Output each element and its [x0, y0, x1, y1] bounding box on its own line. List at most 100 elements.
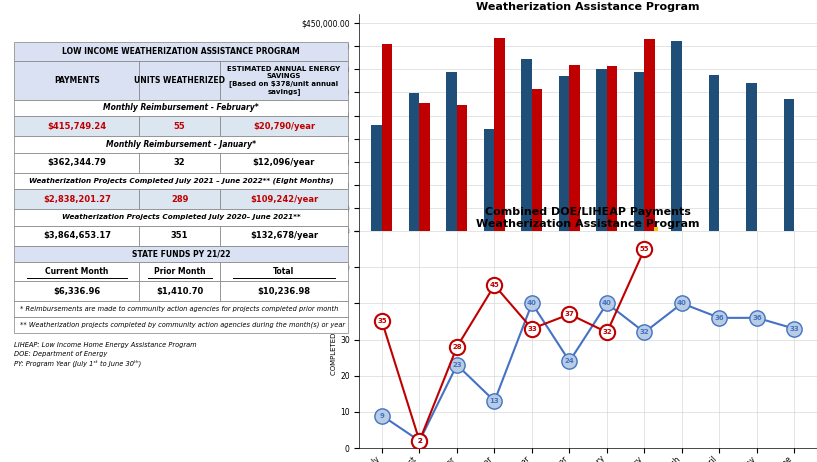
- Bar: [457, 105, 467, 231]
- Text: 289: 289: [171, 195, 188, 204]
- Bar: [220, 189, 348, 209]
- Bar: [220, 281, 348, 301]
- Bar: [446, 72, 457, 231]
- Bar: [634, 72, 645, 231]
- Bar: [409, 93, 419, 231]
- Text: * Reimbursements are made to community action agencies for projects completed pr: * Reimbursements are made to community a…: [20, 306, 338, 312]
- Text: 32: 32: [602, 329, 612, 335]
- Text: Prior Month: Prior Month: [154, 267, 205, 276]
- Text: $6,336.96: $6,336.96: [53, 287, 100, 296]
- Text: Weatherization Projects Completed July 2020– June 2021**: Weatherization Projects Completed July 2…: [62, 214, 301, 220]
- Bar: [14, 153, 140, 173]
- Text: $362,344.79: $362,344.79: [47, 158, 106, 167]
- Bar: [645, 39, 655, 231]
- Bar: [14, 281, 140, 301]
- Text: 45: 45: [489, 282, 499, 288]
- Bar: [220, 116, 348, 136]
- Bar: [140, 189, 220, 209]
- Text: Weatherization Projects Completed July 2021 – June 2022** (Eight Months): Weatherization Projects Completed July 2…: [29, 177, 333, 184]
- Bar: [784, 99, 794, 231]
- Text: 55: 55: [174, 122, 185, 131]
- Bar: [14, 61, 140, 100]
- Bar: [14, 173, 348, 189]
- Text: 2: 2: [417, 438, 422, 444]
- Bar: [14, 301, 348, 317]
- Text: 2: 2: [417, 438, 422, 444]
- Text: 9: 9: [380, 413, 385, 419]
- Text: ESTIMATED ANNUAL ENERGY
SAVINGS
[Based on $378/unit annual
savings]: ESTIMATED ANNUAL ENERGY SAVINGS [Based o…: [227, 66, 341, 95]
- Bar: [709, 75, 720, 231]
- Bar: [220, 225, 348, 246]
- Text: UNITS WEATHERIZED: UNITS WEATHERIZED: [134, 76, 225, 85]
- Text: 55: 55: [640, 246, 650, 252]
- Bar: [419, 103, 430, 231]
- Bar: [494, 38, 505, 231]
- Text: $2,838,201.27: $2,838,201.27: [43, 195, 111, 204]
- Text: Current Month: Current Month: [45, 267, 109, 276]
- Y-axis label: COMPLETED HOMES: COMPLETED HOMES: [331, 304, 337, 375]
- Bar: [596, 69, 607, 231]
- Text: 32: 32: [640, 329, 650, 335]
- Bar: [140, 262, 220, 281]
- Text: PAYMENTS: PAYMENTS: [54, 76, 100, 85]
- Bar: [672, 41, 682, 231]
- Bar: [14, 100, 348, 116]
- Bar: [382, 44, 392, 231]
- Bar: [140, 116, 220, 136]
- Text: 35: 35: [377, 318, 386, 324]
- Text: $20,790/year: $20,790/year: [253, 122, 315, 131]
- Text: LOW INCOME WEATHERIZATION ASSISTANCE PROGRAM: LOW INCOME WEATHERIZATION ASSISTANCE PRO…: [62, 47, 300, 56]
- Bar: [140, 153, 220, 173]
- Text: $12,096/year: $12,096/year: [252, 158, 315, 167]
- Bar: [14, 317, 348, 333]
- Bar: [607, 66, 618, 231]
- Text: 37: 37: [565, 311, 574, 317]
- Text: 40: 40: [602, 300, 612, 306]
- Y-axis label: Reimbursement Payments: Reimbursement Payments: [289, 72, 298, 173]
- Text: STATE FUNDS PY 21/22: STATE FUNDS PY 21/22: [132, 249, 230, 258]
- Bar: [569, 65, 580, 231]
- Bar: [484, 129, 494, 231]
- Text: $132,678/year: $132,678/year: [250, 231, 318, 240]
- Bar: [140, 225, 220, 246]
- Text: 33: 33: [527, 326, 537, 332]
- Bar: [372, 125, 382, 231]
- Text: 351: 351: [171, 231, 189, 240]
- Bar: [220, 153, 348, 173]
- Bar: [532, 89, 542, 231]
- Text: $1,410.70: $1,410.70: [156, 287, 203, 296]
- Bar: [559, 76, 569, 231]
- Text: $3,864,653.17: $3,864,653.17: [42, 231, 111, 240]
- Bar: [14, 246, 348, 262]
- Text: 32: 32: [174, 158, 185, 167]
- Text: Monthly Reimbursement - February*: Monthly Reimbursement - February*: [104, 103, 259, 112]
- Text: 40: 40: [677, 300, 687, 306]
- Bar: [220, 262, 348, 281]
- Title: Combined DOE/LIHEAP Payments
Weatherization Assistance Program: Combined DOE/LIHEAP Payments Weatherizat…: [476, 207, 700, 229]
- Bar: [14, 225, 140, 246]
- Legend: Combined DOE/LIHEAP for PY2020/2021, Combined DOE/LIHEAP for PY2021/2022, State : Combined DOE/LIHEAP for PY2020/2021, Com…: [398, 300, 779, 310]
- Bar: [521, 59, 532, 231]
- Text: LIHEAP: Low Income Home Energy Assistance Program
DOE: Department of Energy
PY: : LIHEAP: Low Income Home Energy Assistanc…: [14, 342, 197, 367]
- Text: 24: 24: [565, 359, 574, 364]
- Text: $109,242/year: $109,242/year: [250, 195, 318, 204]
- Text: $10,236.98: $10,236.98: [257, 287, 310, 296]
- Bar: [14, 189, 140, 209]
- Bar: [140, 281, 220, 301]
- Bar: [654, 227, 659, 231]
- Bar: [140, 61, 220, 100]
- Text: 40: 40: [527, 300, 537, 306]
- Text: Total: Total: [274, 267, 295, 276]
- Bar: [14, 209, 348, 225]
- Bar: [220, 61, 348, 100]
- Text: Monthly Reimbursement - January*: Monthly Reimbursement - January*: [106, 140, 257, 149]
- Text: ** Weatherization projects completed by community action agencies during the mon: ** Weatherization projects completed by …: [20, 322, 345, 328]
- Text: 28: 28: [452, 344, 462, 350]
- Bar: [14, 42, 348, 61]
- Title: Combined DOE/LIHEAP/State Payments
Weatherization Assistance Program: Combined DOE/LIHEAP/State Payments Weath…: [467, 0, 710, 12]
- Text: 23: 23: [452, 362, 462, 368]
- Bar: [14, 262, 140, 281]
- Text: 36: 36: [715, 315, 725, 321]
- Bar: [747, 83, 757, 231]
- Text: $415,749.24: $415,749.24: [47, 122, 106, 131]
